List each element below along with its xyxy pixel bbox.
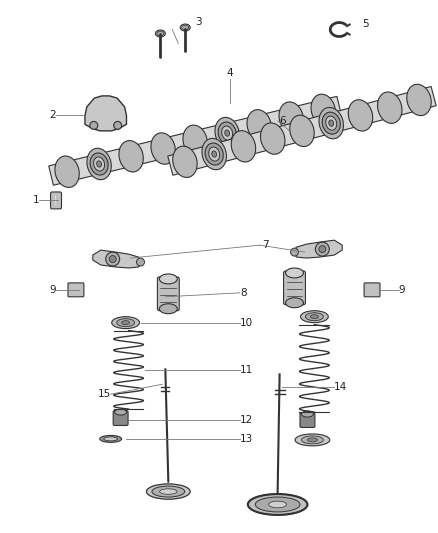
Text: 4: 4 — [226, 68, 233, 78]
Ellipse shape — [218, 122, 236, 144]
Ellipse shape — [173, 146, 197, 177]
Ellipse shape — [100, 435, 122, 442]
FancyBboxPatch shape — [50, 192, 61, 209]
Ellipse shape — [112, 317, 140, 329]
Ellipse shape — [301, 411, 314, 417]
Text: 15: 15 — [97, 389, 111, 399]
Ellipse shape — [115, 409, 127, 415]
FancyBboxPatch shape — [283, 271, 305, 305]
Text: 2: 2 — [49, 110, 56, 120]
Ellipse shape — [104, 437, 118, 441]
Polygon shape — [93, 250, 142, 268]
Ellipse shape — [286, 268, 304, 278]
Text: 9: 9 — [399, 285, 406, 295]
Ellipse shape — [248, 494, 307, 515]
Ellipse shape — [87, 148, 111, 180]
Ellipse shape — [202, 139, 226, 169]
Ellipse shape — [378, 92, 402, 123]
Ellipse shape — [255, 497, 300, 512]
Ellipse shape — [222, 126, 233, 140]
Polygon shape — [168, 86, 436, 175]
Text: 11: 11 — [240, 365, 253, 375]
Ellipse shape — [159, 489, 177, 494]
Circle shape — [106, 252, 120, 266]
Ellipse shape — [212, 151, 217, 157]
Ellipse shape — [329, 120, 334, 126]
Text: 9: 9 — [49, 285, 56, 295]
Polygon shape — [49, 96, 342, 185]
Polygon shape — [293, 240, 342, 258]
Circle shape — [319, 246, 326, 253]
Ellipse shape — [119, 141, 143, 172]
Text: 7: 7 — [262, 240, 268, 250]
Ellipse shape — [247, 110, 272, 141]
Ellipse shape — [348, 100, 373, 131]
Circle shape — [109, 255, 116, 263]
Ellipse shape — [307, 438, 318, 442]
Circle shape — [290, 248, 298, 256]
FancyBboxPatch shape — [68, 283, 84, 297]
Text: 14: 14 — [334, 382, 347, 392]
Polygon shape — [85, 96, 127, 131]
Ellipse shape — [146, 484, 190, 499]
Ellipse shape — [208, 147, 220, 161]
Ellipse shape — [290, 115, 314, 147]
Ellipse shape — [151, 133, 175, 164]
Ellipse shape — [407, 84, 431, 116]
Ellipse shape — [55, 156, 79, 188]
Ellipse shape — [157, 31, 164, 36]
FancyBboxPatch shape — [300, 413, 315, 427]
Ellipse shape — [122, 321, 130, 325]
Ellipse shape — [159, 274, 177, 284]
Ellipse shape — [305, 313, 323, 321]
FancyBboxPatch shape — [157, 277, 179, 311]
Text: 1: 1 — [32, 196, 39, 205]
Text: 5: 5 — [362, 19, 369, 29]
Text: 10: 10 — [240, 318, 253, 328]
Ellipse shape — [261, 123, 285, 154]
Ellipse shape — [295, 434, 330, 446]
Ellipse shape — [180, 24, 190, 31]
Ellipse shape — [311, 314, 318, 319]
Ellipse shape — [322, 112, 340, 134]
Circle shape — [315, 242, 329, 256]
Circle shape — [90, 122, 98, 130]
Ellipse shape — [215, 117, 239, 149]
Text: 6: 6 — [279, 116, 286, 126]
Ellipse shape — [279, 102, 304, 133]
Text: 8: 8 — [240, 288, 247, 298]
Ellipse shape — [90, 153, 108, 175]
Ellipse shape — [268, 501, 286, 508]
Ellipse shape — [231, 131, 256, 162]
Ellipse shape — [155, 30, 165, 37]
Text: 12: 12 — [240, 415, 253, 425]
Text: 13: 13 — [240, 434, 253, 444]
Text: 3: 3 — [195, 17, 202, 27]
FancyBboxPatch shape — [364, 283, 380, 297]
Ellipse shape — [152, 486, 185, 497]
Ellipse shape — [94, 157, 105, 171]
Ellipse shape — [182, 25, 189, 30]
FancyBboxPatch shape — [113, 410, 128, 425]
Circle shape — [114, 122, 122, 130]
Ellipse shape — [300, 311, 328, 322]
Ellipse shape — [183, 125, 207, 157]
Ellipse shape — [225, 130, 230, 136]
Ellipse shape — [97, 161, 102, 167]
Ellipse shape — [159, 304, 177, 314]
Circle shape — [137, 258, 145, 266]
Ellipse shape — [326, 116, 337, 130]
Ellipse shape — [117, 319, 134, 327]
Ellipse shape — [311, 94, 336, 126]
Ellipse shape — [286, 298, 304, 308]
Ellipse shape — [319, 108, 343, 139]
Ellipse shape — [205, 143, 223, 165]
Ellipse shape — [301, 436, 323, 444]
